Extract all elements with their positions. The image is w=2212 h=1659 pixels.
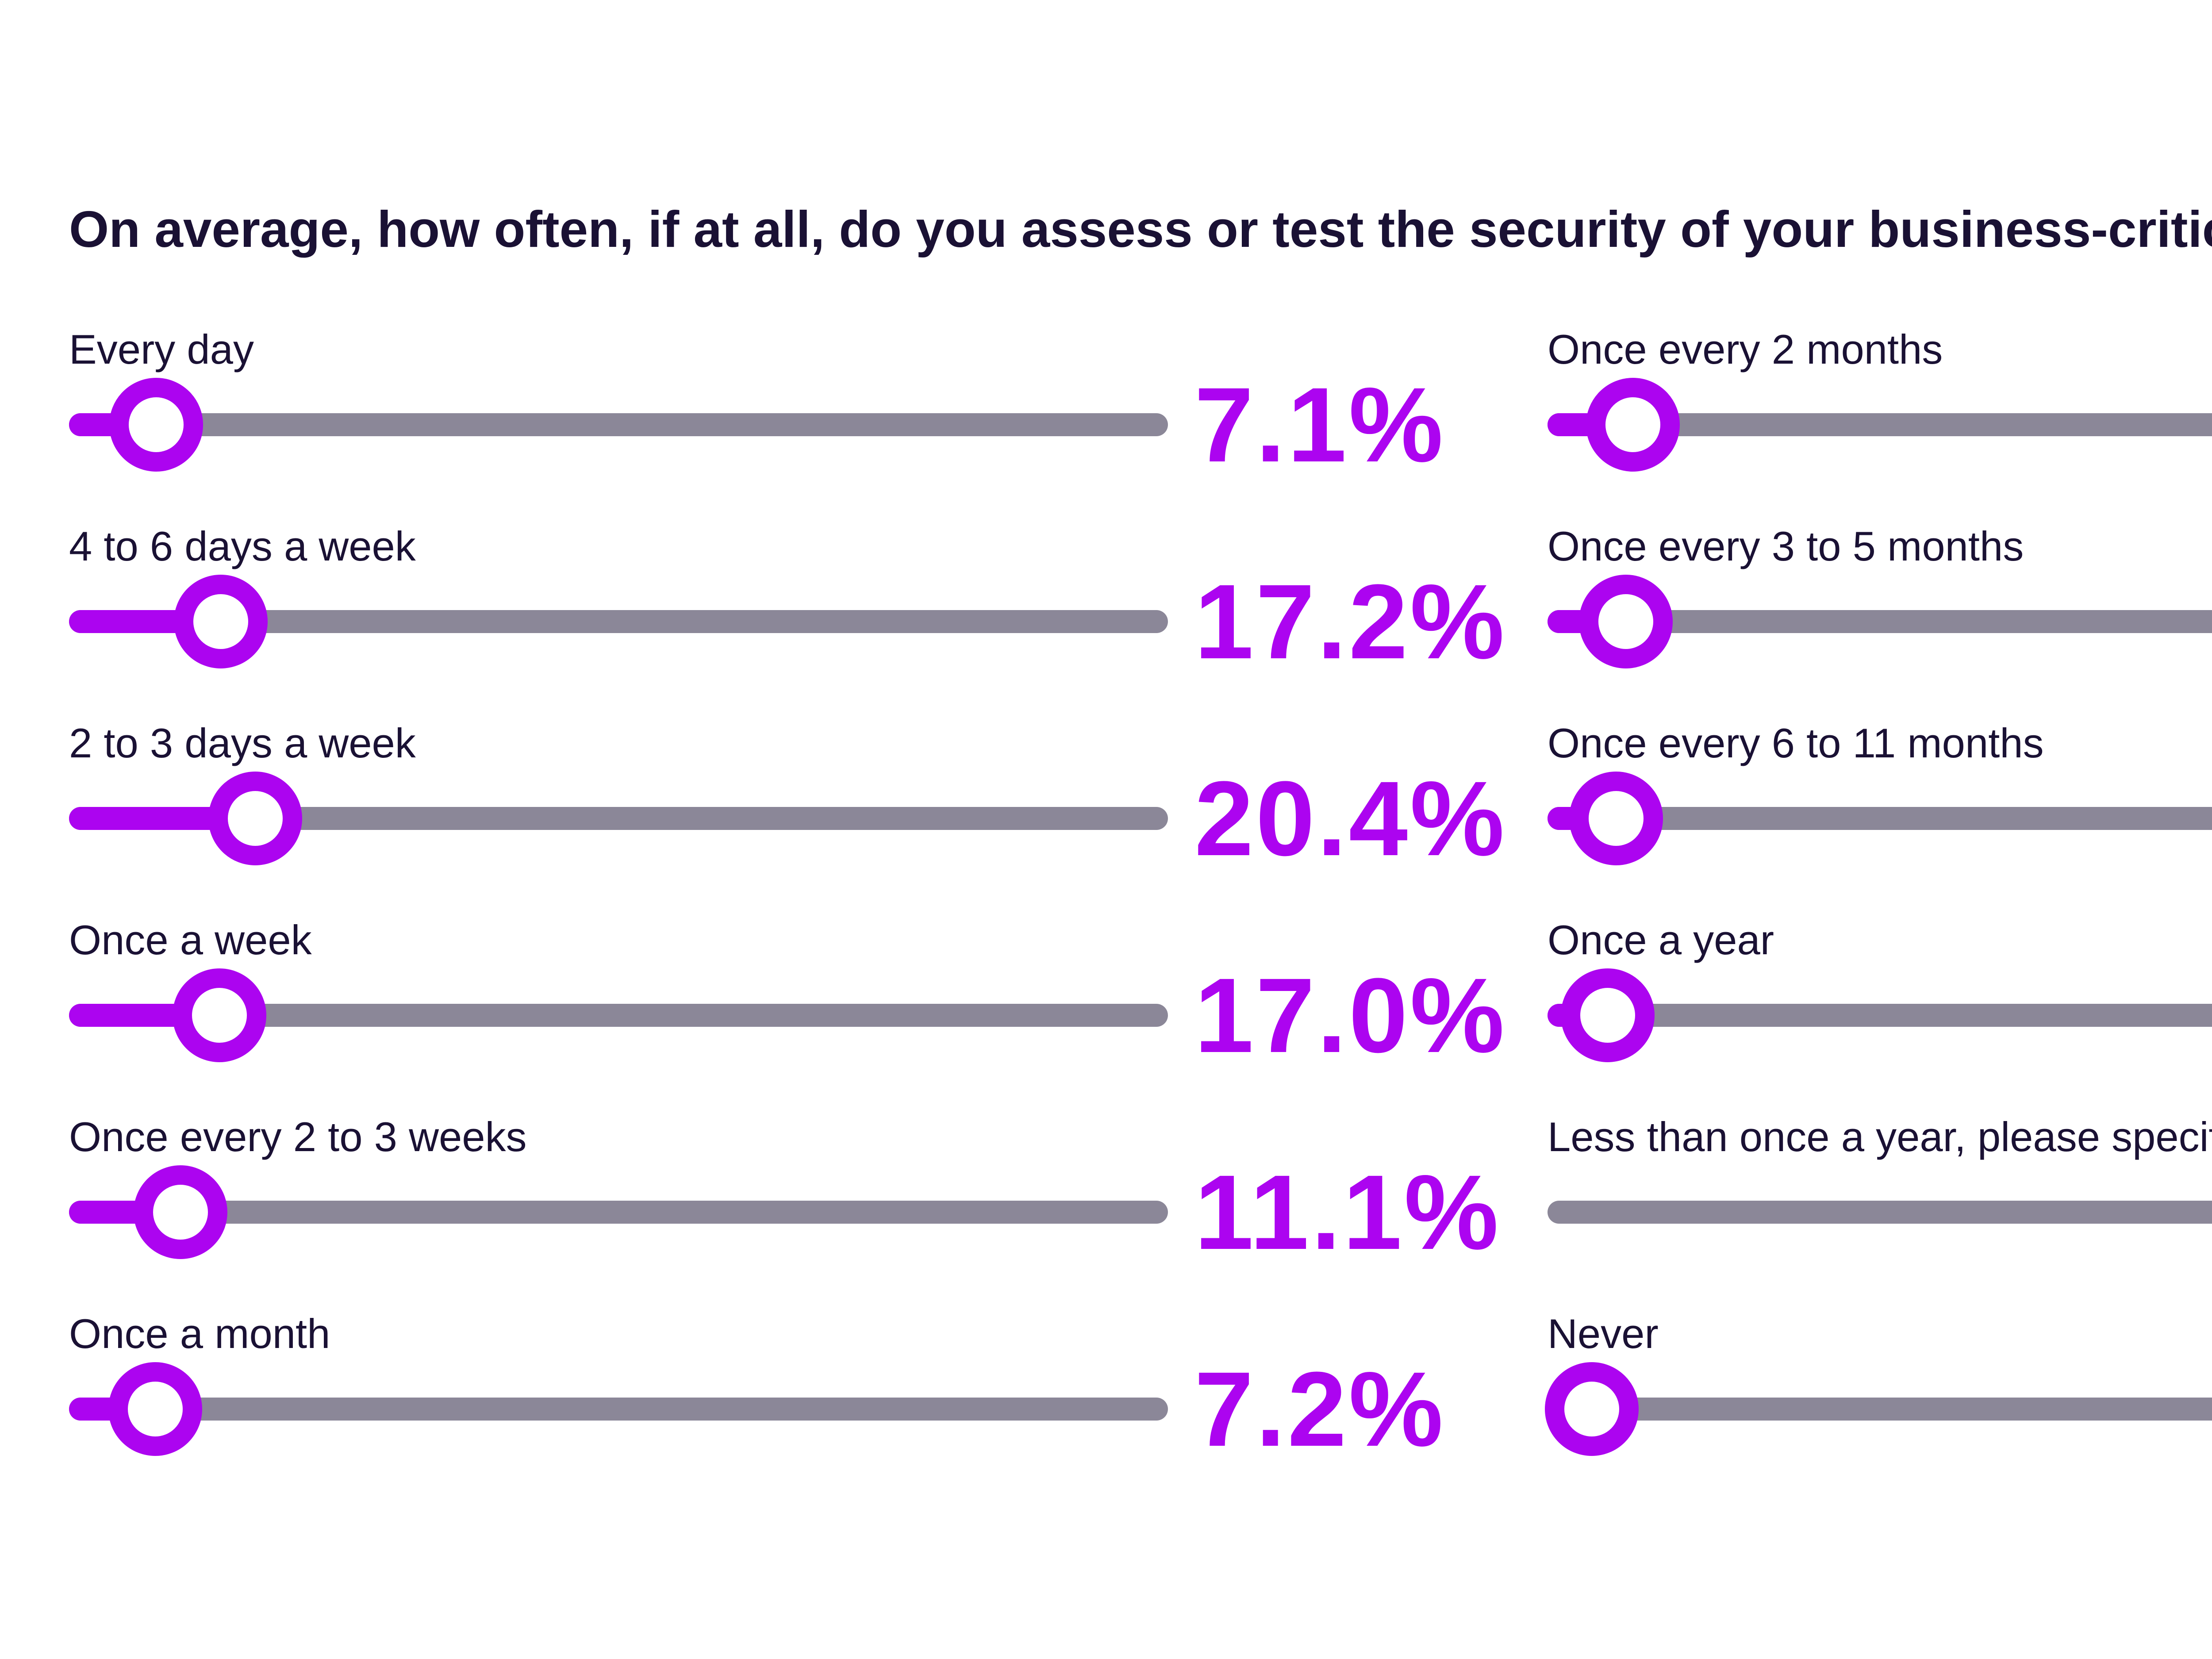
slider-label: Once a year bbox=[1548, 917, 1774, 963]
slider-knob[interactable] bbox=[1545, 1362, 1639, 1456]
slider-track bbox=[69, 413, 1168, 436]
slider-value: 7.1% bbox=[1194, 365, 1446, 484]
slider-label: Once every 2 months bbox=[1548, 326, 1943, 373]
slider-label: Once every 6 to 11 months bbox=[1548, 720, 2044, 766]
slider-value: 17.2% bbox=[1194, 562, 1507, 681]
slider-knob[interactable] bbox=[1579, 575, 1673, 668]
slider-knob[interactable] bbox=[1560, 968, 1655, 1062]
slider-value: 7.2% bbox=[1194, 1350, 1446, 1468]
slider-label: Once a week bbox=[69, 917, 312, 963]
slider-label: Once every 2 to 3 weeks bbox=[69, 1114, 527, 1160]
slider-knob[interactable] bbox=[173, 575, 268, 668]
slider-label: Once every 3 to 5 months bbox=[1548, 523, 2024, 569]
slider-label: Less than once a year, please specify bbox=[1548, 1114, 2212, 1160]
slider-knob[interactable] bbox=[1586, 378, 1680, 472]
slider-track bbox=[1548, 1201, 2212, 1224]
slider-value: 20.4% bbox=[1194, 759, 1507, 878]
slider-knob[interactable] bbox=[108, 1362, 203, 1456]
slider-knob[interactable] bbox=[1569, 772, 1663, 865]
slider-label: 4 to 6 days a week bbox=[69, 523, 416, 569]
slider-label: Every day bbox=[69, 326, 254, 373]
slider-value: 17.0% bbox=[1194, 956, 1507, 1075]
slider-track bbox=[69, 1201, 1168, 1224]
slider-label: Once a month bbox=[69, 1310, 330, 1357]
slider-knob[interactable] bbox=[208, 772, 302, 865]
slider-label: 2 to 3 days a week bbox=[69, 720, 416, 766]
slider-knob[interactable] bbox=[172, 968, 266, 1062]
slider-track bbox=[69, 1398, 1168, 1421]
slider-track bbox=[1548, 1398, 2212, 1421]
slider-value: 11.1% bbox=[1194, 1153, 1501, 1271]
slider-track bbox=[1548, 1004, 2212, 1027]
slider-label: Never bbox=[1548, 1310, 1659, 1357]
chart-title: On average, how often, if at all, do you… bbox=[69, 200, 2212, 258]
slider-knob[interactable] bbox=[109, 378, 204, 472]
slider-knob[interactable] bbox=[134, 1165, 228, 1259]
